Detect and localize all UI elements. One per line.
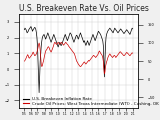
Text: U.S. Breakeven Rate Vs. Oil Prices: U.S. Breakeven Rate Vs. Oil Prices (19, 4, 149, 13)
Legend: U.S. Breakeven Inflation Rate, Crude Oil Prices: West Texas Intermediate (WTI) -: U.S. Breakeven Inflation Rate, Crude Oil… (21, 96, 160, 107)
